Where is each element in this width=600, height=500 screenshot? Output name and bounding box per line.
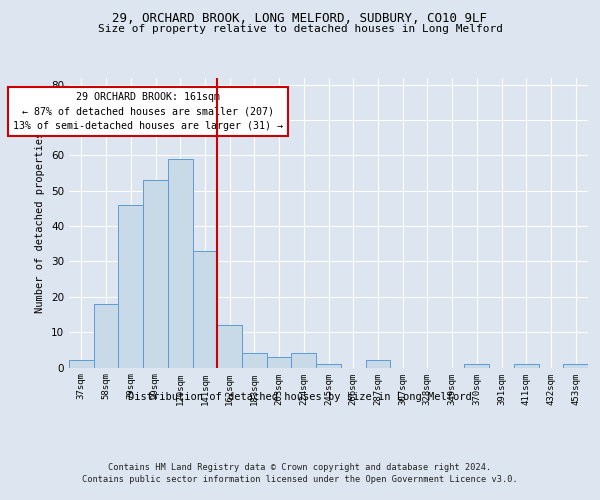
Text: 29, ORCHARD BROOK, LONG MELFORD, SUDBURY, CO10 9LF: 29, ORCHARD BROOK, LONG MELFORD, SUDBURY… — [113, 12, 487, 26]
Text: Distribution of detached houses by size in Long Melford: Distribution of detached houses by size … — [128, 392, 472, 402]
Text: Contains public sector information licensed under the Open Government Licence v3: Contains public sector information licen… — [82, 475, 518, 484]
Bar — [118, 205, 143, 368]
Bar — [242, 354, 267, 368]
Bar — [94, 304, 118, 368]
Bar — [514, 364, 539, 368]
Bar — [316, 364, 341, 368]
Bar — [292, 354, 316, 368]
Bar — [563, 364, 588, 368]
Bar — [267, 357, 292, 368]
Text: Size of property relative to detached houses in Long Melford: Size of property relative to detached ho… — [97, 24, 503, 34]
Bar — [217, 325, 242, 368]
Y-axis label: Number of detached properties: Number of detached properties — [35, 132, 46, 313]
Text: 29 ORCHARD BROOK: 161sqm
← 87% of detached houses are smaller (207)
13% of semi-: 29 ORCHARD BROOK: 161sqm ← 87% of detach… — [13, 92, 283, 131]
Bar — [464, 364, 489, 368]
Bar — [168, 159, 193, 368]
Bar — [365, 360, 390, 368]
Bar — [69, 360, 94, 368]
Bar — [143, 180, 168, 368]
Bar — [193, 251, 217, 368]
Text: Contains HM Land Registry data © Crown copyright and database right 2024.: Contains HM Land Registry data © Crown c… — [109, 462, 491, 471]
